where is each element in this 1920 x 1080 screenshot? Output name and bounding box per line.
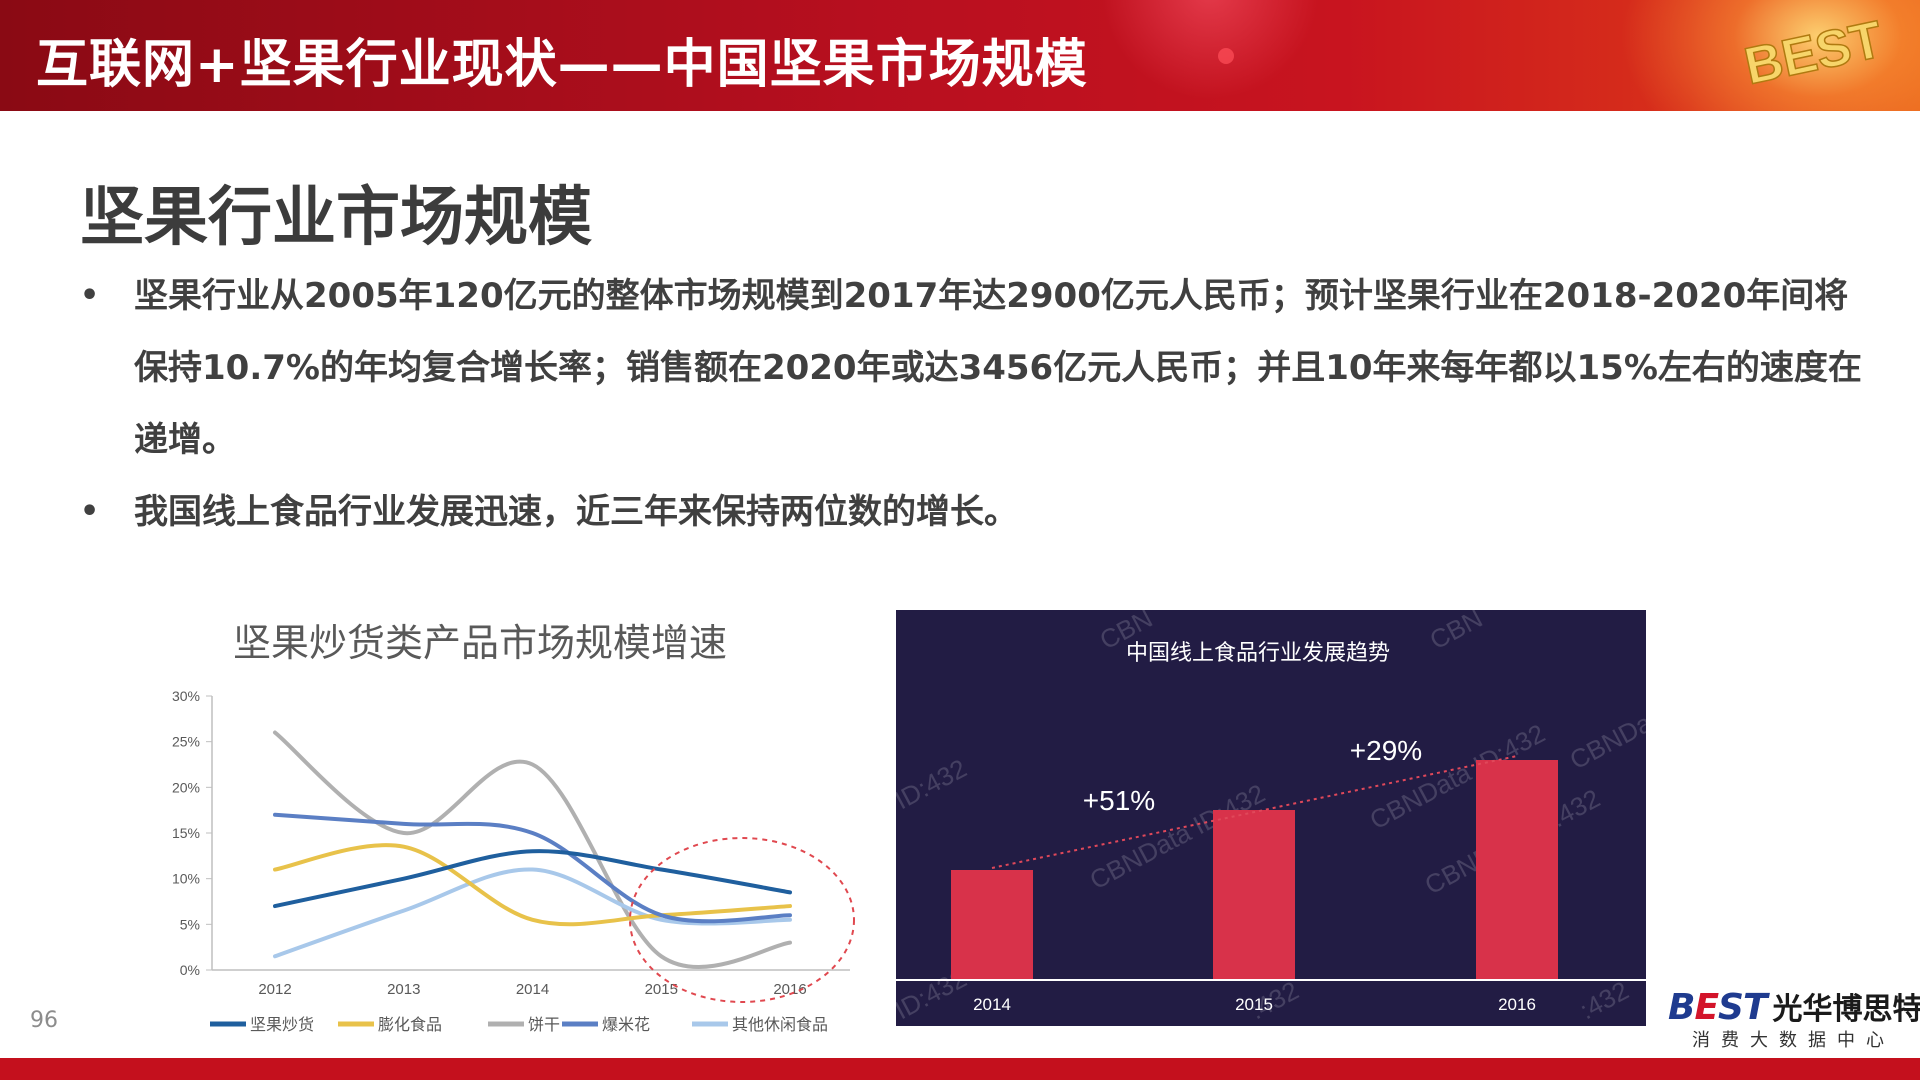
bullet-dot: •	[80, 494, 100, 529]
bullet-list: • 坚果行业从2005年120亿元的整体市场规模到2017年达2900亿元人民币…	[80, 260, 1870, 548]
bar-category-label: 2016	[1498, 995, 1536, 1014]
watermark-text: :432	[1575, 975, 1634, 1025]
footer-best-e: E	[1694, 987, 1719, 1028]
bar-category-label: 2014	[973, 995, 1011, 1014]
growth-annotation: +29%	[1350, 735, 1422, 766]
y-tick-label: 10%	[172, 871, 200, 887]
y-tick-label: 25%	[172, 734, 200, 750]
x-tick-label: 2012	[258, 981, 291, 998]
footer-logo-main: BEST 光华博思特	[1668, 984, 1920, 1028]
series-line	[273, 867, 792, 959]
y-tick-label: 5%	[180, 916, 200, 932]
footer-best-st: ST	[1718, 987, 1767, 1028]
bar	[951, 870, 1033, 980]
y-tick-label: 30%	[172, 688, 200, 704]
header-sunburst-decoration	[1620, 0, 1920, 111]
watermark-text: ID:432	[896, 753, 971, 815]
bar	[1476, 760, 1558, 980]
legend-label: 爆米花	[602, 1015, 650, 1034]
y-tick-label: 20%	[172, 779, 200, 795]
watermark-text: CBNData ID:432	[1565, 658, 1646, 775]
bullet-text: 坚果行业从2005年120亿元的整体市场规模到2017年达2900亿元人民币；预…	[134, 276, 1862, 460]
footer-logo-cn: 光华博思特	[1772, 992, 1920, 1027]
footer-logo: BEST 光华博思特 消费大数据中心	[1668, 984, 1920, 1051]
header-bar: 互联网+坚果行业现状——中国坚果市场规模 BEST	[0, 0, 1920, 111]
x-tick-label: 2016	[773, 981, 806, 998]
legend-label: 膨化食品	[378, 1015, 442, 1034]
nut-market-growth-chart: 坚果炒货类产品市场规模增速 0% 5% 10% 15% 20% 25% 30% 2012 201…	[150, 600, 870, 1050]
series-line	[273, 812, 792, 924]
header-glow-decoration	[1100, 0, 1320, 100]
y-tick-label: 0%	[180, 962, 200, 978]
x-tick-label: 2014	[516, 981, 549, 998]
bottom-bar	[0, 1058, 1920, 1080]
highlight-ellipse	[629, 837, 855, 1003]
series-line	[273, 843, 792, 927]
y-tick-label: 15%	[172, 825, 200, 841]
legend-label: 坚果炒货	[250, 1015, 314, 1034]
header-title: 互联网+坚果行业现状——中国坚果市场规模	[36, 35, 1088, 95]
growth-annotation: +51%	[1083, 785, 1155, 816]
bullet-item-online-food: • 我国线上食品行业发展迅速，近三年来保持两位数的增长。	[80, 476, 1870, 548]
bar	[1213, 810, 1295, 980]
section-title: 坚果行业市场规模	[80, 181, 592, 255]
x-tick-label: 2015	[645, 981, 678, 998]
series-line	[273, 730, 792, 969]
bar-chart-title: 中国线上食品行业发展趋势	[1126, 641, 1390, 666]
bullet-text: 我国线上食品行业发展迅速，近三年来保持两位数的增长。	[134, 492, 1018, 532]
legend-label: 饼干	[528, 1015, 560, 1034]
legend-label: 其他休闲食品	[732, 1015, 828, 1034]
x-tick-label: 2013	[387, 981, 420, 998]
watermark-text: CBN	[1425, 610, 1488, 655]
online-food-trend-chart: 中国线上食品行业发展趋势 CBNData ID:432 CBNData ID:432…	[896, 610, 1646, 1026]
footer-best-b: B	[1668, 987, 1695, 1028]
line-chart-svg: 0% 5% 10% 15% 20% 25% 30% 2012 2013 2014 2015 2016 坚…	[172, 688, 855, 1034]
page-number: 96	[30, 1008, 58, 1033]
footer-logo-sub: 消费大数据中心	[1692, 1030, 1895, 1051]
series-line	[273, 849, 792, 909]
bullet-dot: •	[80, 278, 100, 313]
footer-best-wordmark: BEST	[1668, 987, 1768, 1028]
bullet-item-market-size: • 坚果行业从2005年120亿元的整体市场规模到2017年达2900亿元人民币…	[80, 260, 1870, 476]
bar-category-label: 2015	[1235, 995, 1273, 1014]
header-dot-decoration	[1218, 48, 1234, 64]
chart-title: 坚果炒货类产品市场规模增速	[232, 621, 727, 665]
trend-line	[991, 755, 1518, 869]
